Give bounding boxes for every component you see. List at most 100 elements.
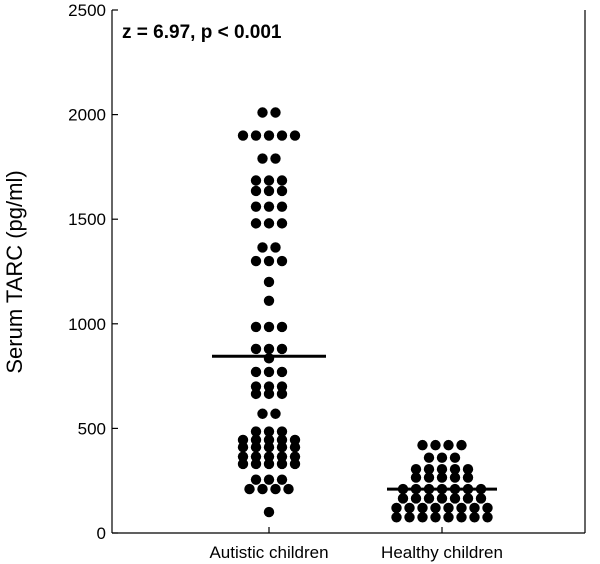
data-point <box>257 242 268 253</box>
data-point <box>449 493 461 504</box>
data-point <box>423 463 435 475</box>
data-point <box>417 502 428 514</box>
data-point <box>289 442 301 453</box>
data-point <box>270 107 281 118</box>
data-point <box>276 218 288 229</box>
data-point <box>237 442 249 453</box>
data-point <box>482 512 493 523</box>
data-point <box>263 255 275 267</box>
data-point <box>391 502 402 514</box>
data-point <box>250 474 262 485</box>
data-point <box>250 442 262 453</box>
data-point <box>250 366 262 378</box>
data-point <box>410 493 422 504</box>
data-point <box>276 185 288 197</box>
y-tick-label: 1000 <box>68 315 106 334</box>
data-point <box>237 434 249 446</box>
data-point <box>436 493 448 504</box>
data-point <box>250 185 262 197</box>
data-point <box>276 451 288 462</box>
data-point <box>423 493 435 504</box>
data-point <box>270 242 281 253</box>
data-point <box>469 512 480 523</box>
data-point <box>276 381 288 392</box>
data-point <box>263 506 275 518</box>
data-point <box>257 483 268 495</box>
data-point <box>417 439 428 451</box>
data-point <box>456 439 467 451</box>
data-point <box>263 201 275 212</box>
data-point <box>250 434 262 446</box>
data-point <box>250 426 262 437</box>
y-tick-label: 2500 <box>68 1 106 20</box>
data-point <box>263 276 275 288</box>
data-point <box>469 502 480 514</box>
data-point <box>276 426 288 437</box>
y-tick-label: 0 <box>97 524 106 543</box>
data-point <box>276 388 288 400</box>
data-point <box>449 463 461 475</box>
data-point <box>250 201 262 212</box>
statistics-annotation: z = 6.97, p < 0.001 <box>122 22 282 43</box>
data-point <box>263 295 275 306</box>
data-point <box>404 502 415 514</box>
data-point <box>263 474 275 485</box>
data-point <box>475 493 487 504</box>
data-point <box>237 458 249 470</box>
y-tick-label: 2000 <box>68 106 106 125</box>
axes <box>111 10 586 534</box>
data-point <box>436 472 448 483</box>
data-point <box>283 483 294 495</box>
data-point <box>257 408 268 419</box>
data-point <box>237 451 249 462</box>
data-point <box>462 493 474 504</box>
data-point <box>263 343 275 355</box>
data-point <box>263 321 275 333</box>
data-point <box>250 130 262 141</box>
data-point <box>397 493 409 504</box>
data-point <box>263 366 275 378</box>
data-point <box>250 255 262 267</box>
data-point <box>289 434 301 446</box>
data-point <box>456 502 467 514</box>
median-lines <box>212 354 497 491</box>
data-point <box>462 472 474 483</box>
data-point <box>423 472 435 483</box>
data-point <box>250 175 262 186</box>
data-point <box>391 512 402 523</box>
data-point <box>263 451 275 462</box>
data-point <box>263 388 275 400</box>
data-point <box>276 130 288 141</box>
y-tick-label: 500 <box>78 419 106 438</box>
data-point <box>430 439 441 451</box>
data-point <box>417 512 428 523</box>
data-point <box>462 463 474 475</box>
data-point <box>250 343 262 355</box>
data-point <box>449 472 461 483</box>
data-point <box>263 175 275 186</box>
data-point <box>276 255 288 267</box>
data-point <box>263 353 275 364</box>
data-point <box>250 321 262 333</box>
data-point <box>270 483 281 495</box>
data-point <box>237 130 249 141</box>
x-category-label: Autistic children <box>209 543 328 562</box>
data-point <box>263 218 275 229</box>
data-point <box>276 175 288 186</box>
data-point <box>257 153 268 164</box>
data-point <box>289 451 301 462</box>
data-point <box>276 201 288 212</box>
data-point <box>276 366 288 378</box>
data-point <box>263 381 275 392</box>
y-axis-label: Serum TARC (pg/ml) <box>2 170 27 373</box>
data-point <box>436 452 448 463</box>
data-point <box>443 512 454 523</box>
data-point <box>263 426 275 437</box>
data-point <box>276 442 288 453</box>
data-point <box>449 452 461 463</box>
data-point <box>430 502 441 514</box>
data-point <box>482 502 493 514</box>
data-point <box>250 451 262 462</box>
data-point <box>430 512 441 523</box>
